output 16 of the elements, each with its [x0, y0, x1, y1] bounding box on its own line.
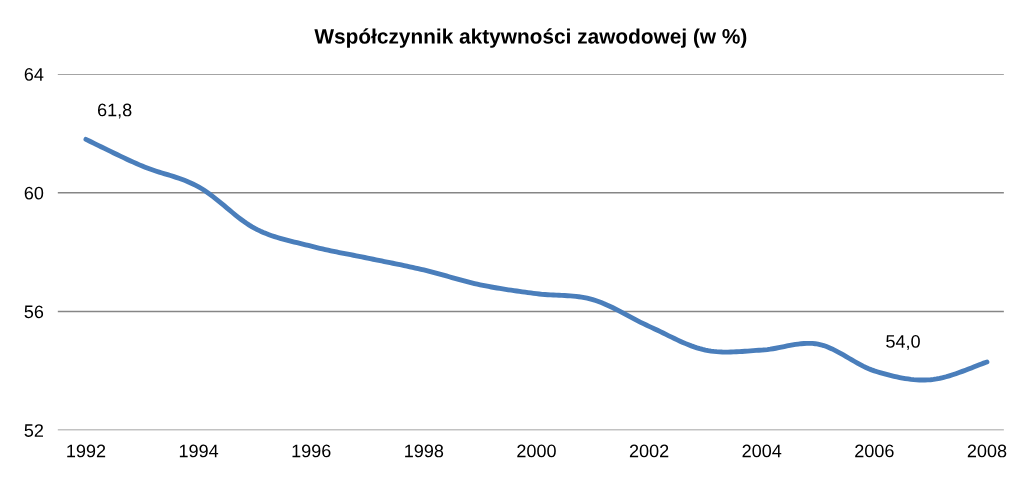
data-label: 54,0 — [886, 335, 920, 350]
x-tick-label: 1996 — [292, 444, 331, 458]
chart-title: Współczynnik aktywności zawodowej (w %) — [314, 28, 747, 48]
x-tick-label: 2004 — [742, 444, 782, 458]
y-tick-label: 60 — [24, 186, 44, 200]
x-tick-label: 1998 — [405, 444, 444, 458]
data-label: 61,8 — [97, 103, 132, 119]
x-tick-label: 1992 — [67, 444, 106, 458]
x-tick-label: 2002 — [629, 444, 669, 458]
x-tick-label: 2006 — [855, 444, 894, 458]
y-tick-label: 64 — [24, 68, 44, 81]
y-tick-label: 56 — [24, 305, 44, 319]
x-tick-label: 2008 — [967, 444, 1007, 458]
x-tick-label: 2000 — [517, 444, 556, 458]
y-tick-label: 52 — [24, 424, 43, 437]
x-tick-label: 1994 — [179, 444, 219, 458]
